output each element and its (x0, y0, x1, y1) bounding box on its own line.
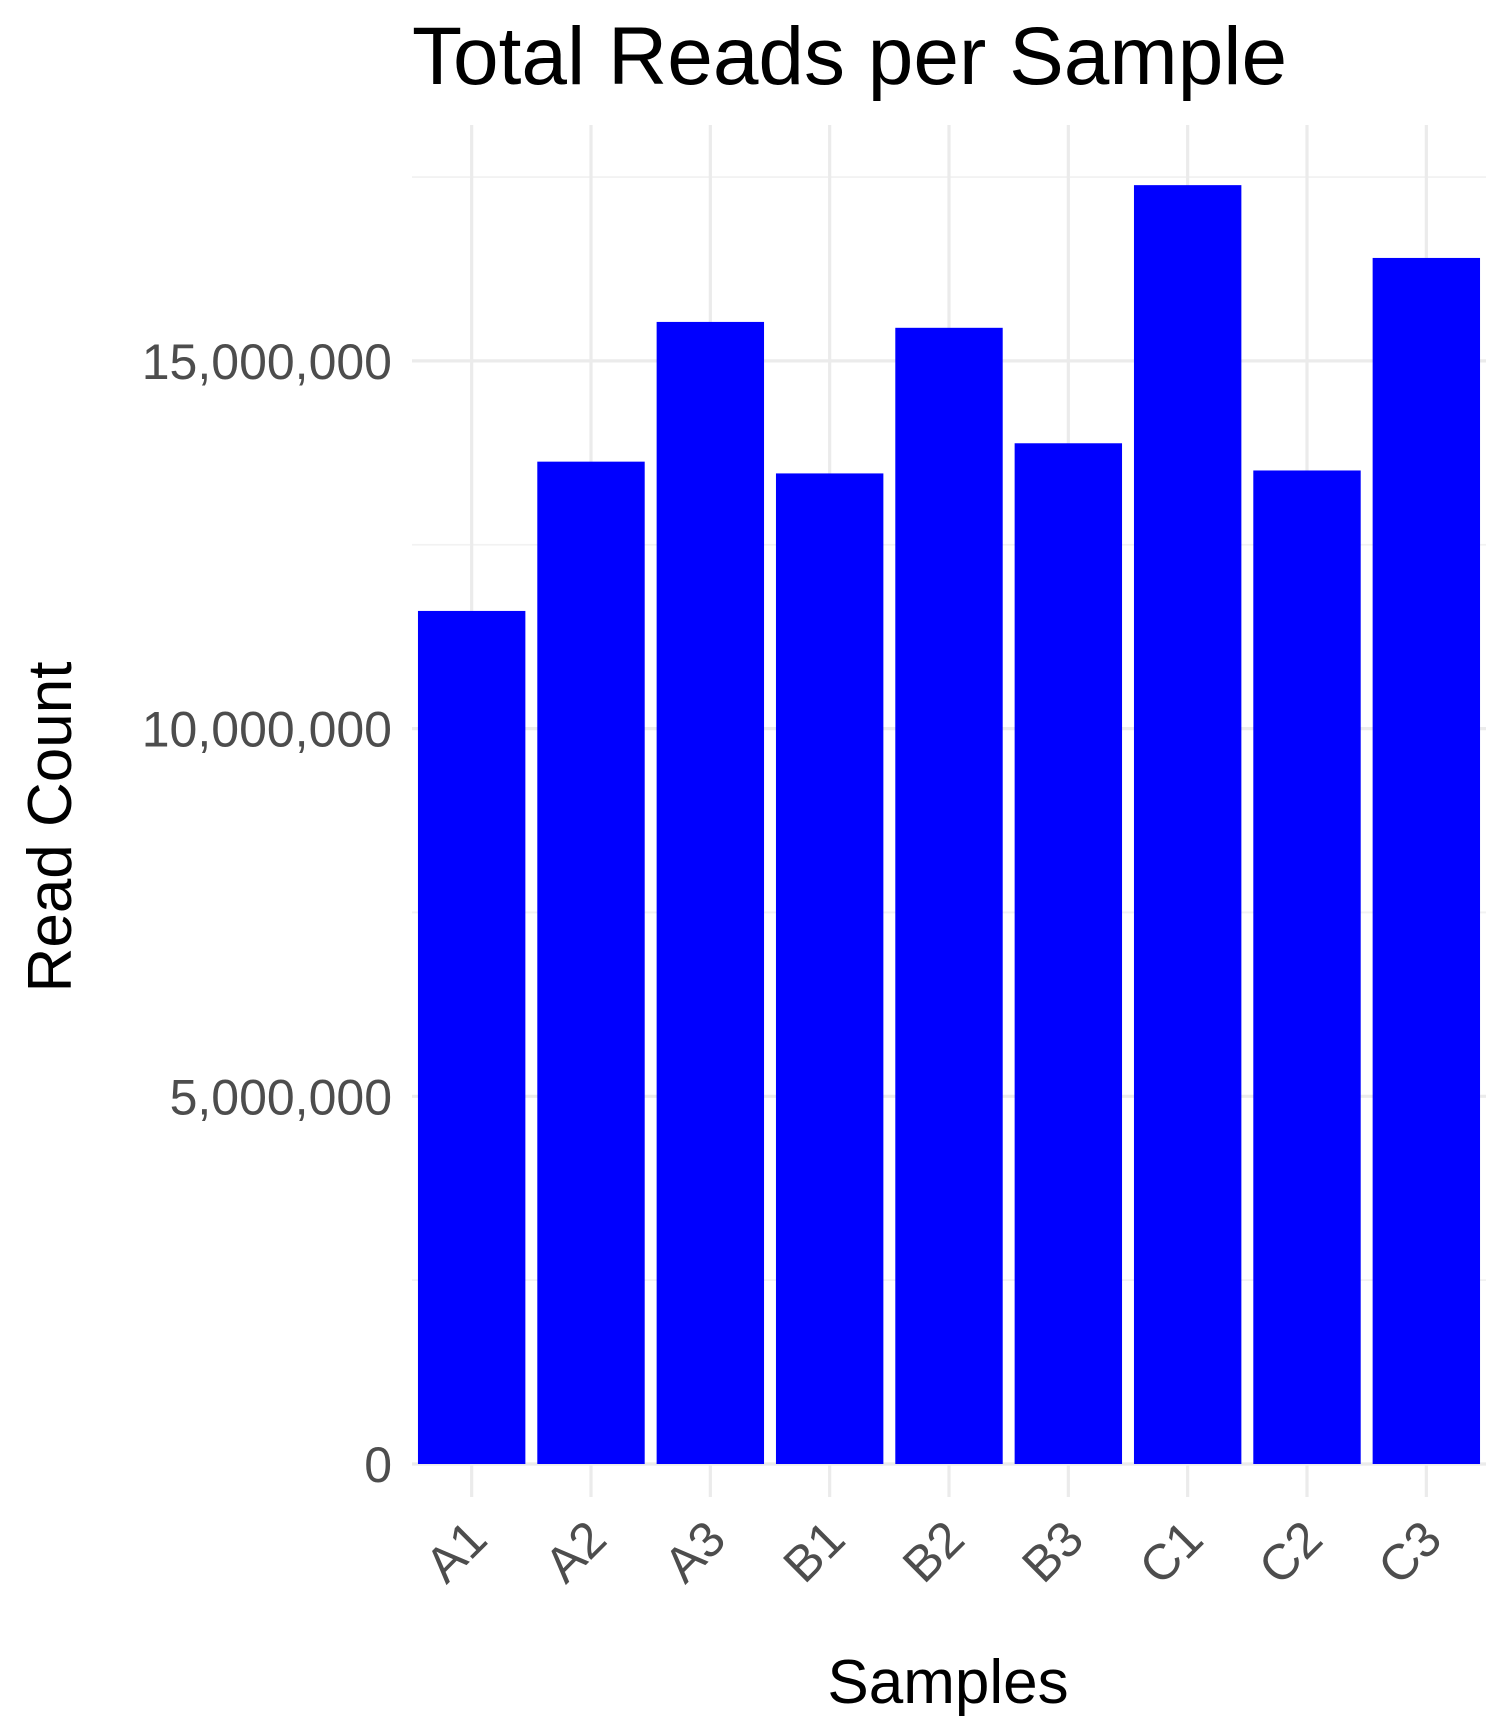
bars (417, 185, 1481, 1465)
bar-c2 (1253, 470, 1361, 1464)
bar-a3 (656, 321, 765, 1464)
bar-a1 (417, 610, 526, 1464)
x-axis-ticks: A1 A2 A3 B1 B2 B3 C1 C2 C3 (415, 1510, 1453, 1595)
bar-c3 (1372, 257, 1481, 1465)
x-tick-label-b1: B1 (773, 1510, 856, 1593)
x-tick-label-c3: C3 (1367, 1510, 1452, 1595)
y-tick-label: 15,000,000 (142, 334, 392, 390)
x-tick-label-c1: C1 (1129, 1510, 1214, 1595)
y-axis-ticks: 0 5,000,000 10,000,000 15,000,000 (142, 334, 392, 1493)
x-tick-label-b3: B3 (1011, 1510, 1094, 1593)
x-axis-title: Samples (827, 1648, 1068, 1717)
x-tick-label-c2: C2 (1248, 1510, 1333, 1595)
y-tick-label: 0 (364, 1437, 392, 1493)
bar-b1 (775, 473, 884, 1464)
x-tick-label-a3: A3 (653, 1510, 736, 1593)
y-tick-label: 10,000,000 (142, 702, 392, 758)
y-tick-label: 5,000,000 (170, 1069, 392, 1125)
x-tick-label-a1: A1 (415, 1510, 498, 1593)
bar-a2 (537, 461, 645, 1465)
bar-c1 (1133, 185, 1242, 1464)
x-tick-label-a2: A2 (534, 1510, 617, 1593)
bar-b3 (1014, 443, 1123, 1465)
bar-b2 (895, 327, 1003, 1464)
y-axis-title: Read Count (16, 662, 85, 993)
chart-title: Total Reads per Sample (412, 11, 1287, 102)
x-tick-label-b2: B2 (892, 1510, 975, 1593)
